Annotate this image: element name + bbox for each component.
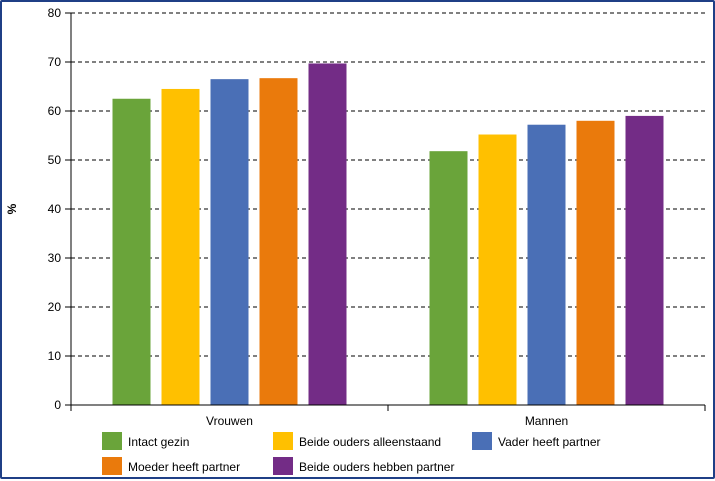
y-tick-label-20: 20 (48, 300, 62, 314)
bar-mannen-3 (576, 120, 615, 406)
legend: Intact gezin Beide ouders alleenstaand Vad… (102, 432, 601, 475)
bar-mannen-1 (478, 134, 517, 405)
y-tick-label-80: 80 (48, 6, 62, 20)
legend-item-3: Moeder heeft partner (102, 457, 240, 475)
legend-swatch-2 (472, 432, 492, 450)
y-tick-label-70: 70 (48, 55, 62, 69)
category-label-vrouwen: Vrouwen (206, 414, 253, 428)
legend-item-1: Beide ouders alleenstaand (273, 432, 441, 450)
legend-label-1: Beide ouders alleenstaand (299, 435, 441, 449)
bar-vrouwen-2 (210, 79, 249, 406)
legend-swatch-4 (273, 457, 293, 475)
legend-label-2: Vader heeft partner (498, 435, 601, 449)
bar-mannen-0 (429, 151, 468, 405)
bar-mannen-2 (527, 124, 566, 405)
legend-swatch-0 (102, 432, 122, 450)
y-tick-labels: 0 10 20 30 40 50 60 70 80 (48, 6, 62, 412)
bar-vrouwen-3 (259, 78, 298, 406)
bar-mannen-4 (625, 115, 664, 406)
bar-vrouwen-0 (112, 98, 151, 405)
legend-item-4: Beide ouders hebben partner (273, 457, 454, 475)
legend-label-0: Intact gezin (128, 435, 189, 449)
y-axis-label: % (5, 203, 19, 214)
legend-item-2: Vader heeft partner (472, 432, 601, 450)
y-tick-label-50: 50 (48, 153, 62, 167)
category-labels: Vrouwen Mannen (206, 414, 568, 428)
legend-swatch-3 (102, 457, 122, 475)
axes (65, 12, 706, 411)
legend-item-0: Intact gezin (102, 432, 189, 450)
y-tick-label-10: 10 (48, 349, 62, 363)
category-label-mannen: Mannen (525, 414, 568, 428)
bar-vrouwen-1 (161, 88, 200, 405)
y-tick-label-60: 60 (48, 104, 62, 118)
bars (112, 63, 664, 406)
y-tick-label-0: 0 (54, 398, 61, 412)
y-tick-label-30: 30 (48, 251, 62, 265)
legend-swatch-1 (273, 432, 293, 450)
legend-label-3: Moeder heeft partner (128, 460, 240, 474)
y-tick-label-40: 40 (48, 202, 62, 216)
bar-vrouwen-4 (308, 63, 347, 405)
legend-label-4: Beide ouders hebben partner (299, 460, 454, 474)
